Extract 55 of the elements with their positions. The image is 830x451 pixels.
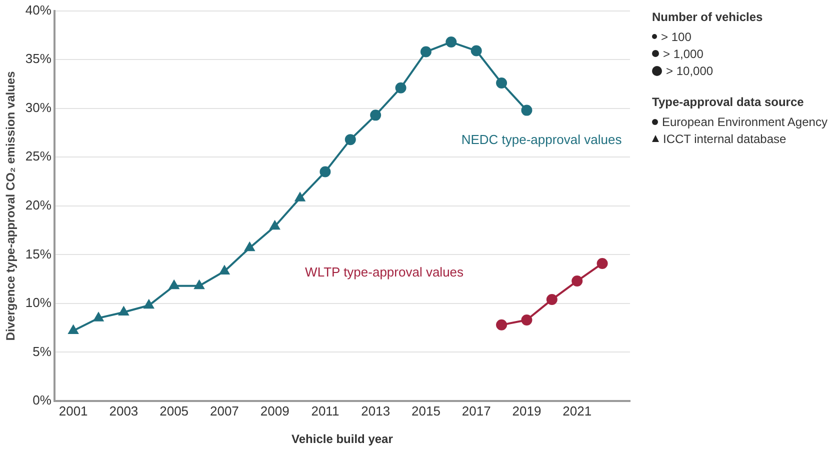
point — [194, 280, 204, 290]
point — [370, 110, 382, 121]
y-tick-label: 5% — [32, 344, 52, 359]
legend-title: Number of vehicles — [652, 10, 764, 24]
y-axis-title: Divergence type-approval CO₂ emission values — [4, 70, 18, 341]
x-tick-label: 2007 — [210, 403, 239, 418]
point — [270, 220, 280, 230]
text: > 100 — [661, 30, 692, 44]
x-axis-title: Vehicle build year — [292, 432, 394, 446]
point — [496, 77, 508, 88]
text: Type-approval data source — [652, 95, 805, 109]
text: > 1,000 — [663, 46, 704, 60]
point — [295, 192, 305, 202]
y-tick-label: 35% — [25, 51, 52, 66]
x-tick-label: 2003 — [109, 403, 138, 418]
point — [118, 306, 129, 316]
y-tick-label: 30% — [25, 100, 52, 115]
point — [320, 166, 331, 178]
point — [244, 242, 255, 252]
point — [395, 82, 406, 94]
x-tick-label: 2005 — [160, 403, 189, 418]
y-tick-label: 10% — [25, 295, 52, 310]
y-tick-label: 0% — [32, 392, 52, 408]
point — [220, 266, 230, 275]
point — [420, 46, 432, 58]
text: NEDC type-approval values — [461, 132, 622, 147]
point — [596, 258, 608, 269]
x-tick-label: 2011 — [311, 403, 340, 418]
point — [169, 280, 179, 290]
point — [446, 36, 457, 48]
x-tick-label: 2019 — [512, 403, 542, 418]
x-tick-label: 2009 — [260, 403, 290, 418]
x-tick-label: 2015 — [412, 403, 440, 418]
x-tick-label: 2021 — [562, 403, 592, 418]
point — [344, 134, 356, 146]
point — [144, 300, 154, 309]
text: > 10,000 — [666, 64, 714, 78]
y-tick-label: 20% — [25, 197, 52, 212]
point — [68, 325, 78, 334]
text: ICCT internal database — [663, 132, 786, 146]
x-tick-label: 2017 — [462, 403, 491, 418]
text: WLTP type-approval values — [305, 264, 464, 280]
point — [496, 319, 508, 330]
x-tick-label: 2001 — [58, 403, 88, 418]
point — [546, 294, 558, 306]
point — [521, 104, 532, 116]
point — [470, 45, 482, 56]
point — [521, 314, 532, 326]
y-tick-label: 15% — [25, 246, 52, 262]
text: European Environment Agency — [662, 114, 828, 128]
point — [572, 276, 583, 287]
point — [94, 312, 104, 322]
y-tick-label: 40% — [25, 2, 52, 18]
x-tick-label: 2013 — [361, 403, 390, 418]
y-tick-label: 25% — [25, 148, 52, 164]
